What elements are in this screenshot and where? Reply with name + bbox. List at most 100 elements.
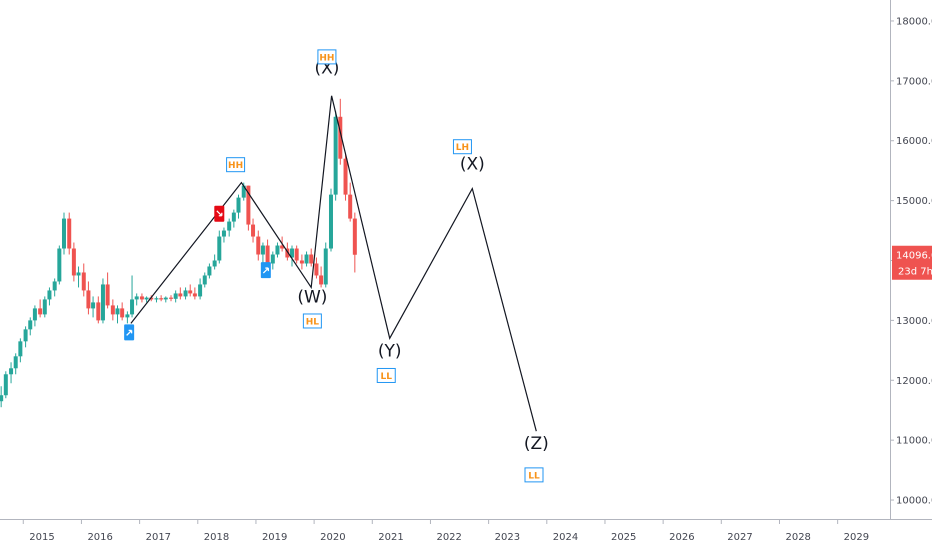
wave-label: (W) — [297, 287, 327, 307]
candle — [221, 227, 226, 243]
candle — [115, 305, 120, 324]
candle — [328, 188, 333, 252]
candle — [270, 251, 275, 270]
candle — [333, 110, 338, 201]
pivot-tag: LL — [524, 467, 544, 483]
candle — [265, 239, 270, 267]
x-tick-label: 2025 — [611, 532, 636, 543]
candle — [91, 296, 96, 318]
candle — [256, 230, 261, 261]
svg-text:HL: HL — [306, 317, 320, 327]
x-tick-label: 2015 — [29, 532, 54, 543]
candle — [76, 266, 81, 288]
candle — [105, 272, 110, 309]
candle — [319, 266, 324, 288]
svg-text:LL: LL — [381, 372, 393, 382]
svg-text:LH: LH — [456, 143, 469, 153]
candle — [188, 284, 193, 297]
wave-label: (Z) — [524, 434, 549, 454]
y-tick-label: 11000.0 — [896, 436, 932, 447]
candle — [42, 296, 47, 318]
pivot-tag: HL — [302, 313, 322, 329]
candle — [61, 212, 66, 255]
last-price-badge: 14096.0 23d 7h — [892, 245, 932, 280]
candle — [227, 218, 232, 237]
candle — [96, 296, 101, 324]
candle — [314, 257, 319, 279]
candle — [38, 299, 43, 318]
buy-signal-icon — [260, 262, 271, 279]
candle — [352, 212, 357, 273]
tags-layer: HH HH HL LL LH LL — [226, 49, 544, 483]
wave-label: (Y) — [378, 341, 402, 361]
candle — [343, 152, 348, 201]
candle — [57, 245, 62, 285]
svg-text:HH: HH — [228, 161, 243, 171]
candle — [251, 218, 256, 243]
candle — [71, 242, 76, 282]
candle — [192, 287, 197, 300]
candle — [173, 290, 178, 303]
candle — [183, 287, 188, 300]
candle — [231, 209, 236, 228]
candle — [207, 263, 212, 279]
candle — [23, 326, 28, 348]
candle — [120, 302, 125, 321]
candle — [134, 293, 139, 306]
x-tick-label: 2028 — [785, 532, 810, 543]
candle — [163, 296, 168, 303]
candle — [154, 296, 159, 303]
candle — [32, 305, 37, 327]
y-tick-label: 13000.0 — [896, 316, 932, 327]
last-price-label: 14096.0 — [896, 251, 932, 262]
wave-label: (X) — [460, 154, 485, 174]
buy-signal-icon — [124, 324, 135, 341]
candle — [100, 278, 105, 324]
candle — [217, 230, 222, 264]
candle — [275, 242, 280, 258]
candle — [110, 299, 115, 321]
wave-layer: (W)(X)(Y)(X)(Z) — [130, 59, 549, 454]
x-tick-label: 2021 — [378, 532, 403, 543]
candle — [159, 295, 164, 302]
y-tick-label: 18000.0 — [896, 16, 932, 27]
x-tick-label: 2018 — [204, 532, 229, 543]
candle — [169, 295, 174, 302]
candle — [52, 278, 57, 297]
x-tick-label: 2017 — [146, 532, 171, 543]
candle — [144, 296, 149, 303]
candle — [294, 245, 299, 264]
y-tick-label: 12000.0 — [896, 376, 932, 387]
candle — [178, 287, 183, 300]
x-tick-label: 2026 — [669, 532, 694, 543]
x-tick-label: 2016 — [87, 532, 112, 543]
y-tick-label: 15000.0 — [896, 196, 932, 207]
signals-layer — [124, 205, 271, 341]
candle — [3, 371, 8, 399]
candle — [139, 293, 144, 303]
countdown-label: 23d 7h — [898, 267, 932, 278]
candle — [299, 254, 304, 270]
x-tick-label: 2019 — [262, 532, 287, 543]
elliott-wave-line — [130, 95, 537, 432]
candle — [0, 386, 4, 408]
x-tick-label: 2022 — [436, 532, 461, 543]
candle — [13, 353, 18, 375]
pivot-tag: HH — [317, 49, 337, 65]
candle — [86, 281, 91, 315]
candle — [125, 311, 130, 324]
candle — [260, 242, 265, 264]
candle — [304, 251, 309, 267]
svg-text:HH: HH — [319, 53, 334, 63]
x-tick-label: 2020 — [320, 532, 345, 543]
y-tick-label: 17000.0 — [896, 76, 932, 87]
candle — [9, 362, 14, 384]
candle — [47, 287, 52, 306]
candle — [81, 263, 86, 297]
candle — [290, 245, 295, 267]
x-tick-label: 2024 — [553, 532, 578, 543]
candle — [309, 248, 314, 267]
y-tick-label: 16000.0 — [896, 136, 932, 147]
candle — [18, 338, 23, 363]
